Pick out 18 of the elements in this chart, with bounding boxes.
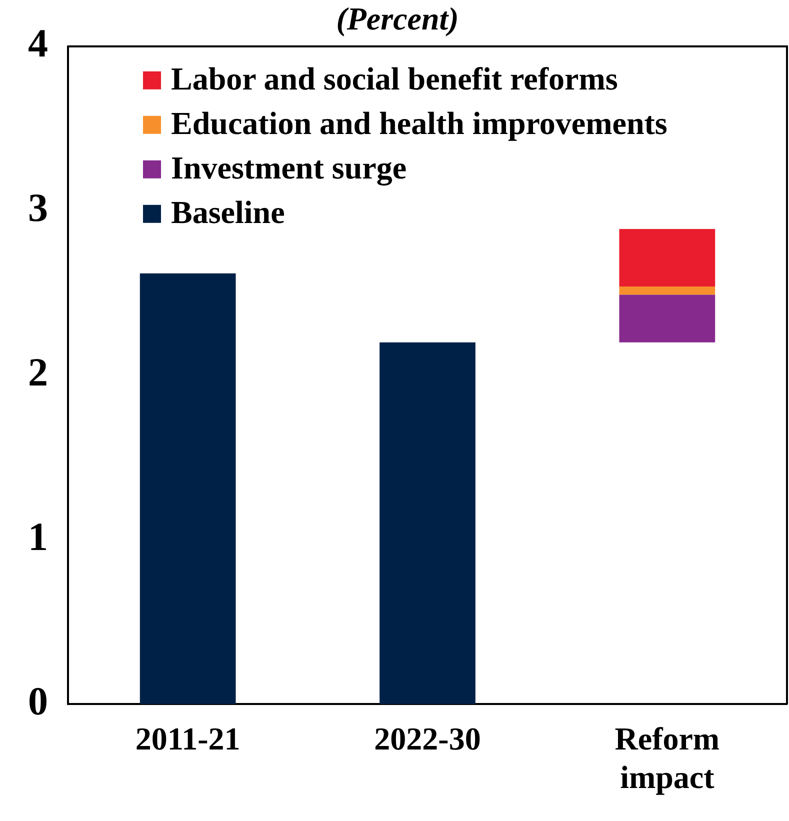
legend-label: Baseline <box>171 194 285 230</box>
legend-label: Labor and social benefit reforms <box>171 60 618 97</box>
legend-label: Education and health improvements <box>171 105 668 142</box>
bar <box>619 286 716 295</box>
bar <box>140 273 236 704</box>
y-tick-label: 1 <box>28 514 48 560</box>
y-tick-label: 3 <box>28 185 48 230</box>
y-tick-label: 0 <box>28 678 48 724</box>
bar <box>380 342 476 704</box>
x-tick-label: Reform impact <box>614 720 720 796</box>
y-tick-label: 4 <box>28 20 48 66</box>
bar <box>619 228 716 286</box>
x-tick-label: 2022-30 <box>374 720 481 757</box>
y-tick-label: 2 <box>28 350 48 395</box>
x-tick-label: 2011-21 <box>135 720 240 757</box>
chart-title: (Percent) <box>336 0 459 36</box>
legend-label: Investment surge <box>171 150 407 187</box>
bar <box>619 294 716 342</box>
